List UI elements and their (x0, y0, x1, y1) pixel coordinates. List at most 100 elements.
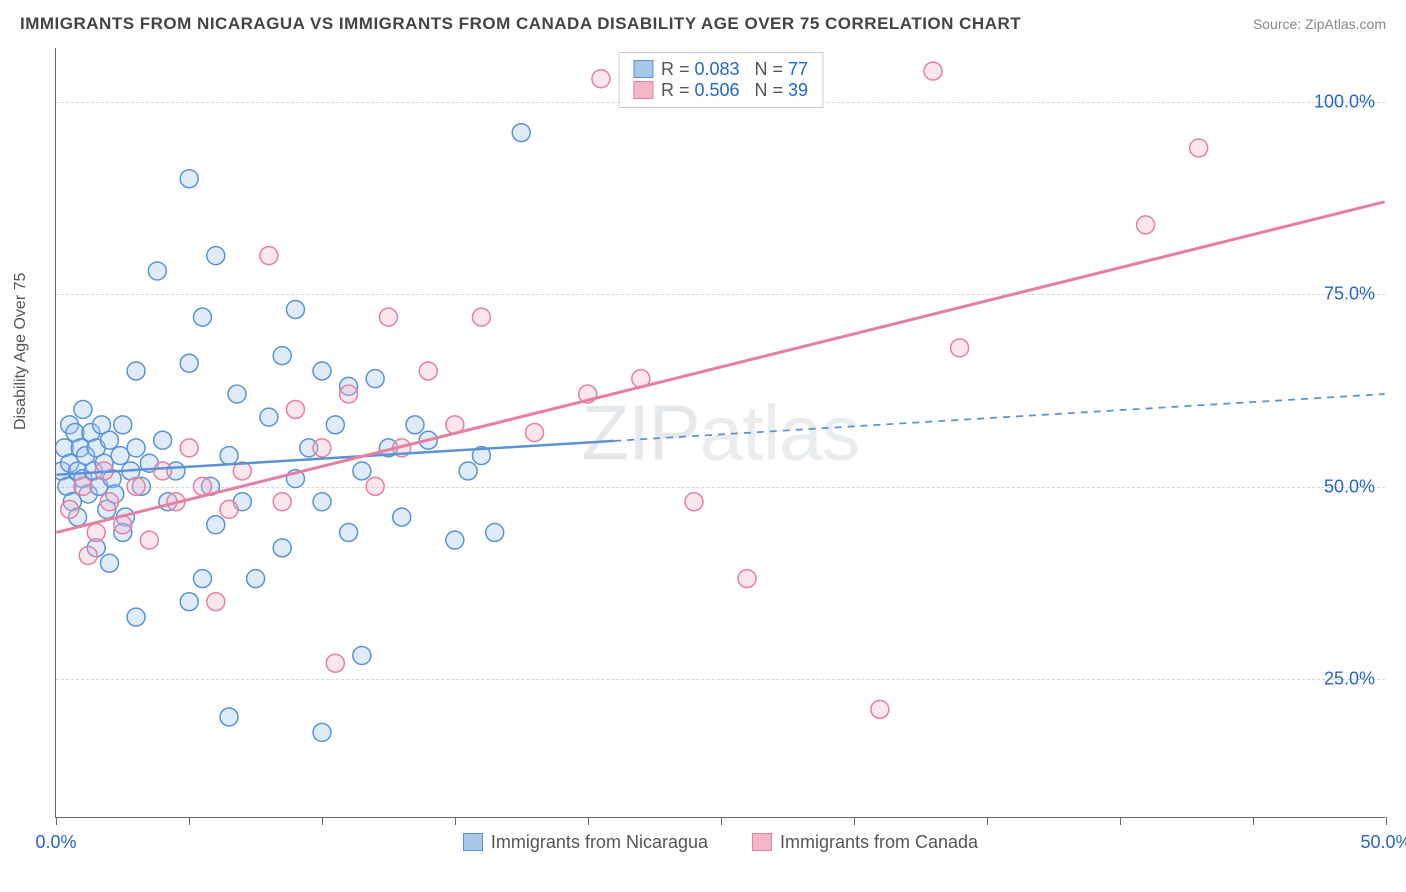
scatter-point-canada (340, 385, 358, 403)
legend-top-row-nicaragua: R = 0.083 N = 77 (633, 59, 808, 80)
xtick-mark (854, 817, 855, 825)
legend-bottom-item-canada: Immigrants from Canada (752, 832, 978, 853)
scatter-point-nicaragua (406, 416, 424, 434)
legend-bottom-label-nicaragua: Immigrants from Nicaragua (491, 832, 708, 852)
scatter-point-nicaragua (393, 508, 411, 526)
scatter-point-nicaragua (193, 308, 211, 326)
chart-source: Source: ZipAtlas.com (1253, 16, 1386, 32)
scatter-point-canada (379, 308, 397, 326)
xtick-mark (987, 817, 988, 825)
scatter-point-canada (61, 500, 79, 518)
legend-bottom-label-canada: Immigrants from Canada (780, 832, 978, 852)
scatter-point-canada (924, 62, 942, 80)
scatter-point-nicaragua (273, 347, 291, 365)
swatch-bottom-nicaragua (463, 833, 483, 851)
scatter-point-nicaragua (446, 531, 464, 549)
scatter-point-canada (101, 493, 119, 511)
scatter-point-canada (79, 547, 97, 565)
header: IMMIGRANTS FROM NICARAGUA VS IMMIGRANTS … (20, 14, 1386, 34)
scatter-point-nicaragua (247, 570, 265, 588)
chart-title: IMMIGRANTS FROM NICARAGUA VS IMMIGRANTS … (20, 14, 1021, 34)
scatter-point-canada (154, 462, 172, 480)
scatter-point-nicaragua (114, 416, 132, 434)
scatter-point-nicaragua (74, 400, 92, 418)
scatter-point-nicaragua (313, 723, 331, 741)
scatter-point-canada (193, 477, 211, 495)
scatter-point-nicaragua (260, 408, 278, 426)
legend-top-row-canada: R = 0.506 N = 39 (633, 80, 808, 101)
scatter-point-nicaragua (207, 247, 225, 265)
swatch-nicaragua (633, 60, 653, 78)
scatter-point-nicaragua (340, 523, 358, 541)
xtick-mark (189, 817, 190, 825)
legend-top: R = 0.083 N = 77R = 0.506 N = 39 (618, 52, 823, 108)
scatter-point-nicaragua (127, 608, 145, 626)
scatter-point-nicaragua (180, 354, 198, 372)
xtick-mark (588, 817, 589, 825)
scatter-point-nicaragua (101, 554, 119, 572)
xtick-label: 50.0% (1360, 832, 1406, 853)
scatter-point-nicaragua (353, 462, 371, 480)
xtick-mark (1120, 817, 1121, 825)
scatter-point-canada (286, 400, 304, 418)
scatter-point-canada (273, 493, 291, 511)
scatter-point-canada (366, 477, 384, 495)
scatter-point-nicaragua (486, 523, 504, 541)
scatter-point-canada (951, 339, 969, 357)
swatch-bottom-canada (752, 833, 772, 851)
r-value-canada: 0.506 (694, 80, 739, 100)
scatter-point-nicaragua (193, 570, 211, 588)
xtick-label: 0.0% (35, 832, 76, 853)
scatter-point-nicaragua (459, 462, 477, 480)
scatter-point-nicaragua (228, 385, 246, 403)
scatter-point-nicaragua (512, 124, 530, 142)
xtick-mark (1253, 817, 1254, 825)
scatter-point-nicaragua (366, 370, 384, 388)
scatter-point-canada (419, 362, 437, 380)
scatter-point-canada (871, 700, 889, 718)
scatter-point-canada (220, 500, 238, 518)
regression-solid-canada (56, 202, 1384, 533)
xtick-mark (721, 817, 722, 825)
scatter-point-nicaragua (101, 431, 119, 449)
xtick-mark (56, 817, 57, 825)
xtick-mark (455, 817, 456, 825)
scatter-point-canada (526, 424, 544, 442)
scatter-point-nicaragua (207, 516, 225, 534)
plot-area: ZIPatlas R = 0.083 N = 77R = 0.506 N = 3… (55, 48, 1385, 818)
scatter-point-nicaragua (286, 300, 304, 318)
scatter-point-nicaragua (353, 647, 371, 665)
scatter-point-canada (140, 531, 158, 549)
scatter-point-canada (127, 477, 145, 495)
scatter-point-canada (1190, 139, 1208, 157)
scatter-point-nicaragua (127, 439, 145, 457)
scatter-point-canada (326, 654, 344, 672)
swatch-canada (633, 81, 653, 99)
scatter-point-canada (260, 247, 278, 265)
scatter-point-nicaragua (313, 362, 331, 380)
scatter-point-canada (207, 593, 225, 611)
scatter-point-canada (87, 523, 105, 541)
r-value-nicaragua: 0.083 (694, 59, 739, 79)
scatter-point-canada (685, 493, 703, 511)
scatter-point-nicaragua (273, 539, 291, 557)
scatter-point-nicaragua (180, 593, 198, 611)
scatter-point-canada (472, 308, 490, 326)
scatter-point-nicaragua (326, 416, 344, 434)
scatter-point-canada (592, 70, 610, 88)
xtick-mark (1386, 817, 1387, 825)
scatter-point-nicaragua (154, 431, 172, 449)
scatter-point-nicaragua (180, 170, 198, 188)
n-value-nicaragua: 77 (788, 59, 808, 79)
scatter-point-nicaragua (127, 362, 145, 380)
scatter-point-nicaragua (220, 447, 238, 465)
scatter-point-nicaragua (148, 262, 166, 280)
scatter-point-nicaragua (111, 447, 129, 465)
xtick-mark (322, 817, 323, 825)
scatter-point-canada (313, 439, 331, 457)
scatter-point-canada (1137, 216, 1155, 234)
scatter-point-canada (738, 570, 756, 588)
legend-bottom-item-nicaragua: Immigrants from Nicaragua (463, 832, 708, 853)
y-axis-title: Disability Age Over 75 (12, 273, 30, 430)
scatter-svg (56, 48, 1385, 817)
